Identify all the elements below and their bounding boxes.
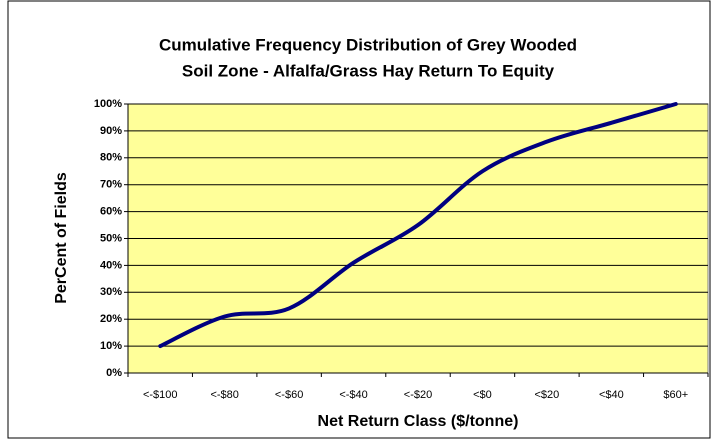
y-tick-label: 50%: [100, 232, 122, 244]
x-axis-title: Net Return Class ($/tonne): [318, 413, 519, 430]
data-line: [158, 102, 678, 349]
y-tick-label: 20%: [100, 313, 122, 325]
y-tick-label: 100%: [94, 98, 122, 110]
x-tick-label: <$0: [473, 389, 492, 401]
y-tick-label: 80%: [100, 152, 122, 164]
x-tick-label: <$40: [599, 389, 624, 401]
x-tick-label: <-$60: [275, 389, 303, 401]
x-tick-label: <-$40: [339, 389, 367, 401]
y-tick-label: 40%: [100, 259, 122, 271]
y-tick-label: 30%: [100, 286, 122, 298]
chart-title: Cumulative Frequency Distribution of Gre…: [159, 35, 577, 54]
x-tick-label: <-$100: [143, 389, 178, 401]
chart-title: Soil Zone - Alfalfa/Grass Hay Return To …: [182, 61, 555, 80]
x-tick-label: <-$80: [210, 389, 238, 401]
y-tick-label: 60%: [100, 206, 122, 218]
x-tick-label: $60+: [663, 389, 688, 401]
x-tick-label: <$20: [534, 389, 559, 401]
y-tick-label: 90%: [100, 125, 122, 137]
y-tick-label: 70%: [100, 179, 122, 191]
x-tick-label: <-$20: [404, 389, 432, 401]
y-axis-title: PerCent of Fields: [53, 172, 70, 304]
y-tick-label: 0%: [106, 367, 122, 379]
y-tick-label: 10%: [100, 340, 122, 352]
